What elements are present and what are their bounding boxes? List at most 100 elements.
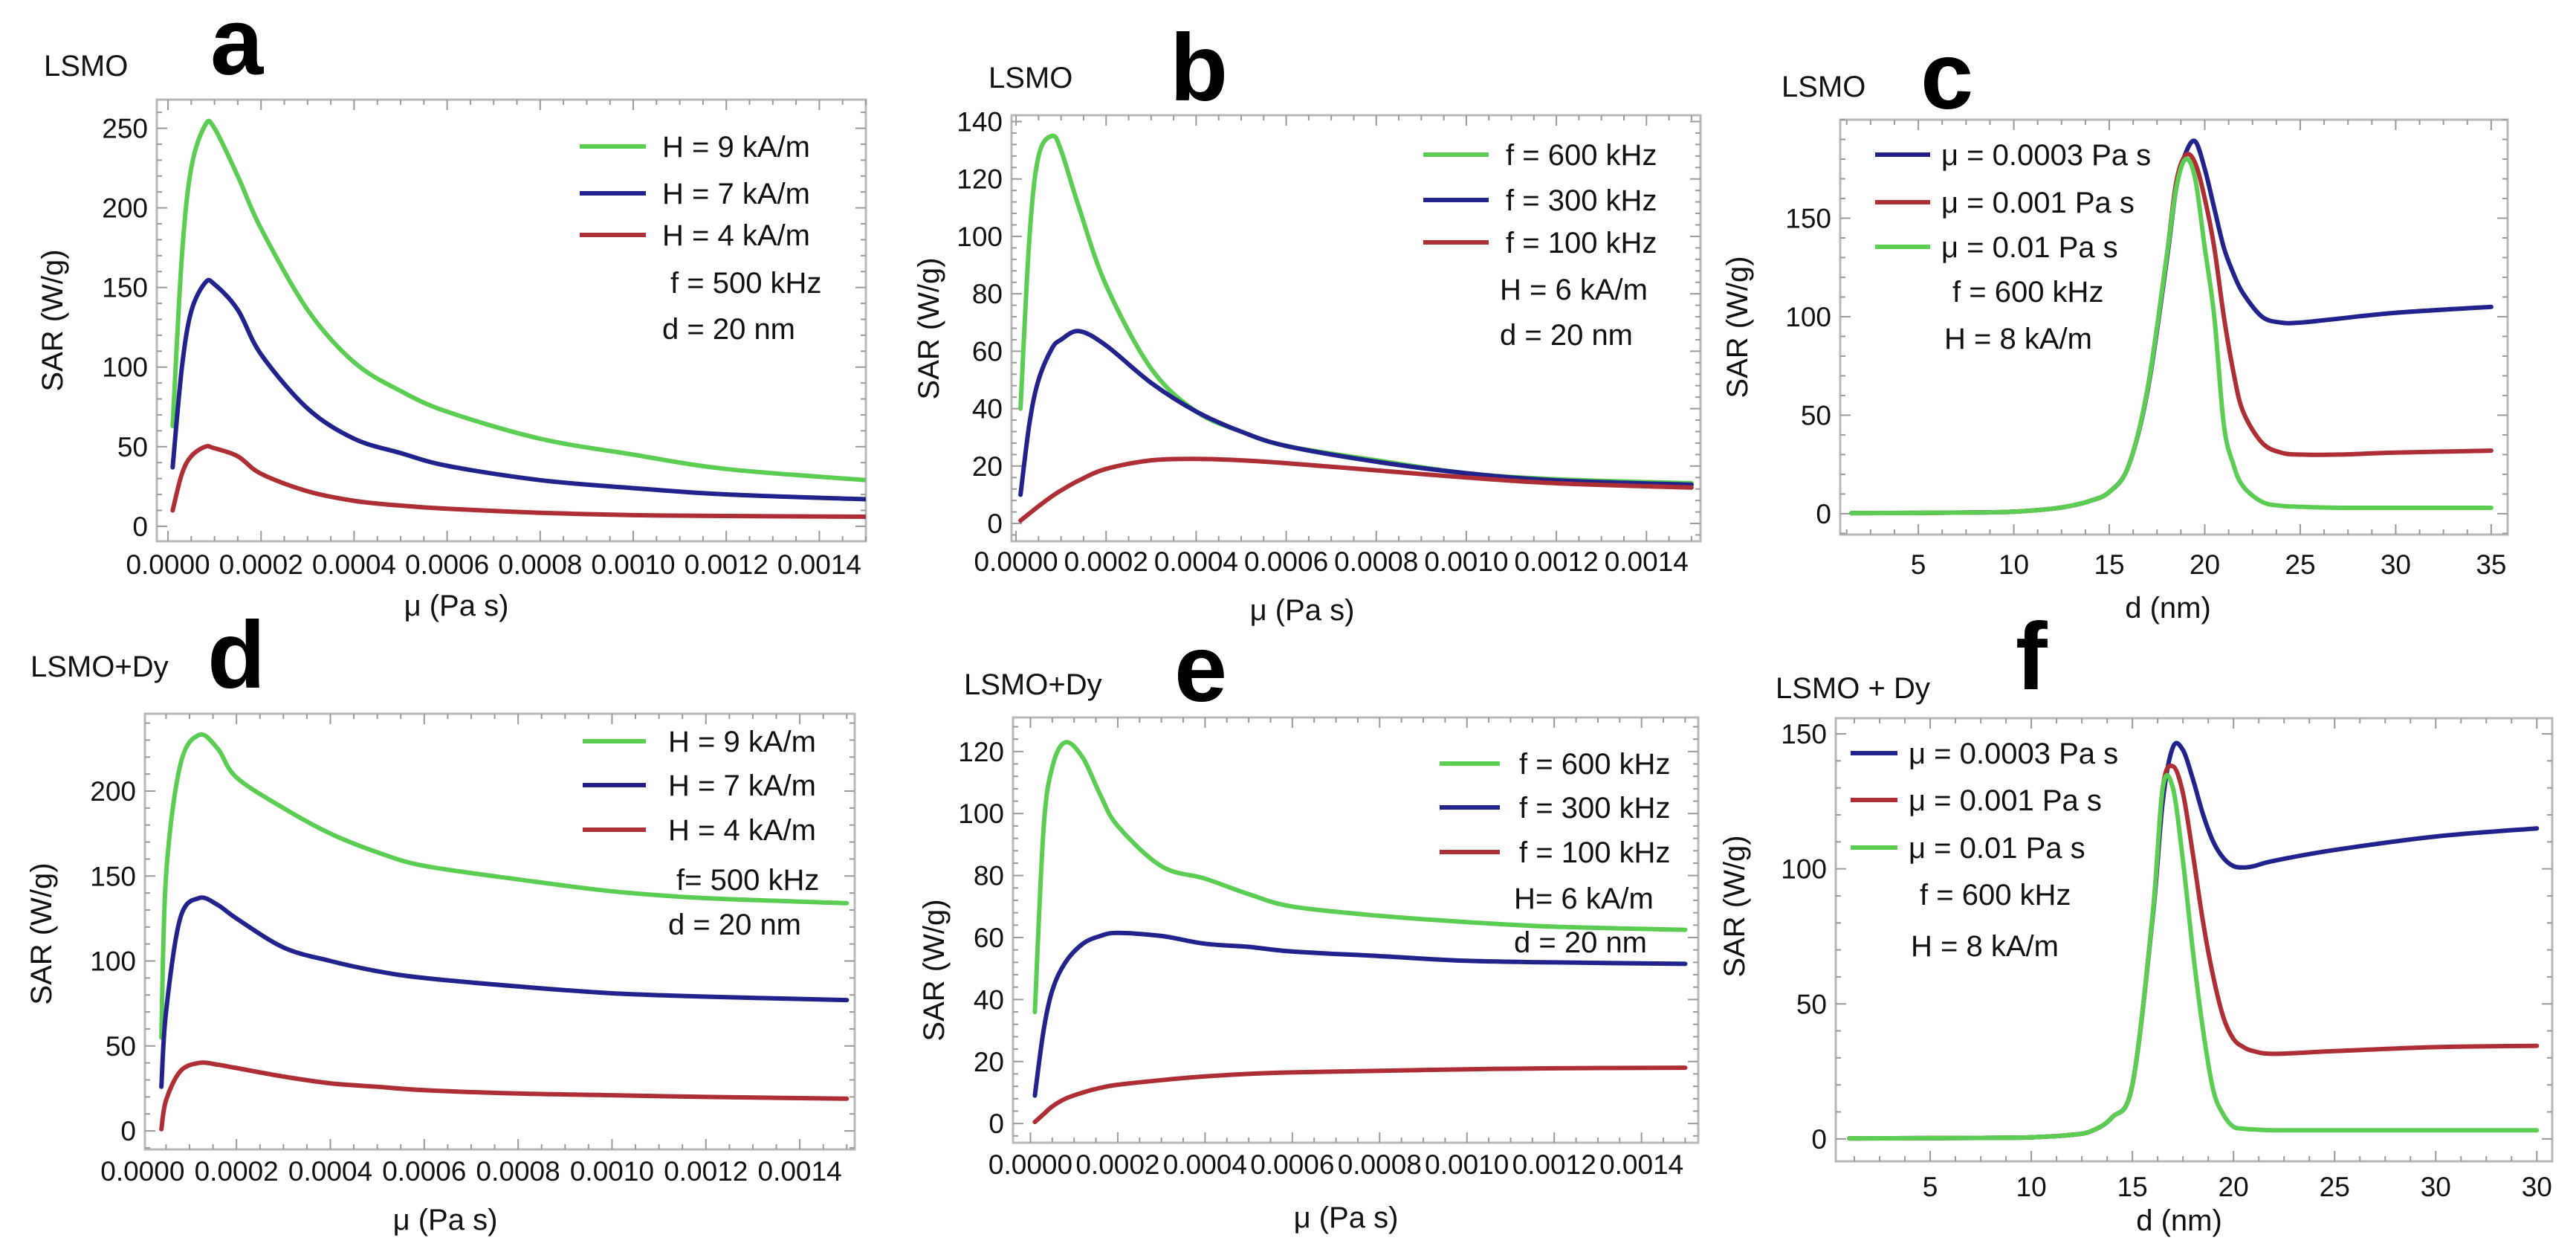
material-label: LSMO bbox=[988, 62, 1072, 94]
y-tick-label: 100 bbox=[90, 946, 136, 977]
panel-letter: b bbox=[1170, 15, 1228, 121]
x-tick-label: 0.0014 bbox=[1605, 546, 1689, 577]
x-tick-label: 0.0010 bbox=[1425, 1149, 1509, 1180]
x-tick-label: 25 bbox=[2320, 1172, 2350, 1202]
series-line-red bbox=[170, 444, 866, 519]
y-tick-label: 80 bbox=[972, 279, 1003, 309]
x-tick-label: 30 bbox=[2381, 549, 2411, 580]
x-tick-label: 0.0002 bbox=[1064, 546, 1148, 577]
x-tick-label: 0.0004 bbox=[288, 1156, 372, 1187]
x-tick-label: 0.0002 bbox=[219, 549, 303, 580]
plot-frame bbox=[1834, 717, 2554, 1163]
parameter-annotation: f= 500 kHz bbox=[676, 864, 819, 897]
x-tick-label: 0.0004 bbox=[1154, 546, 1238, 577]
x-tick-label: 30 bbox=[2522, 1172, 2552, 1202]
x-tick-label: 0.0008 bbox=[498, 549, 582, 580]
panel-letter: f bbox=[2016, 604, 2048, 710]
series-line-red bbox=[1018, 456, 1694, 523]
x-tick-label: 0.0006 bbox=[382, 1156, 466, 1187]
legend-label: f = 100 kHz bbox=[1506, 227, 1657, 259]
x-tick-label: 0.0002 bbox=[1075, 1149, 1159, 1180]
parameter-annotation: H = 6 kA/m bbox=[1500, 274, 1648, 306]
y-tick-label: 50 bbox=[106, 1031, 136, 1062]
legend-label: H = 7 kA/m bbox=[662, 178, 810, 210]
panel-letter: c bbox=[1920, 23, 1973, 129]
material-label: LSMO+Dy bbox=[30, 651, 169, 683]
y-tick-label: 50 bbox=[117, 432, 148, 462]
x-tick-label: 0.0014 bbox=[1599, 1149, 1683, 1180]
x-tick-label: 0.0000 bbox=[974, 546, 1058, 577]
panel-c: 5 10 15 20 25 30 35 0 50 100 150 d (nm) SAR (W/g) LSM… bbox=[1721, 23, 2509, 625]
y-tick-label: 140 bbox=[957, 106, 1003, 137]
y-tick-label: 40 bbox=[974, 984, 1004, 1015]
legend-label: f = 600 kHz bbox=[1506, 139, 1657, 172]
parameter-annotation: d = 20 nm bbox=[1500, 319, 1633, 352]
material-label: LSMO + Dy bbox=[1776, 672, 1930, 705]
y-tick-label: 60 bbox=[974, 923, 1004, 953]
y-tick-label: 20 bbox=[972, 451, 1003, 482]
legend: μ = 0.0003 Pa s μ = 0.001 Pa s μ = 0.01 Pa… bbox=[1875, 139, 2151, 355]
legend-label: H = 9 kA/m bbox=[662, 131, 810, 164]
plot-frame bbox=[143, 712, 856, 1151]
x-tick-label: 0.0014 bbox=[758, 1156, 842, 1187]
x-tick-label: 0.0000 bbox=[126, 549, 210, 580]
y-tick-label: 0 bbox=[132, 512, 148, 542]
panel-e: 0.0000 0.0002 0.0004 0.0006 0.0008 0.0010 0.00… bbox=[918, 616, 1700, 1234]
panel-a: 0.0000 0.0002 0.0004 0.0006 0.0008 0.0010 0.00… bbox=[36, 0, 867, 622]
plot-frame bbox=[1012, 716, 1700, 1144]
y-tick-label: 200 bbox=[90, 776, 136, 807]
x-axis-title: d (nm) bbox=[2125, 592, 2211, 625]
parameter-annotation: H = 8 kA/m bbox=[1944, 323, 2092, 355]
parameter-annotation: f = 500 kHz bbox=[670, 267, 821, 300]
x-tick-label: 30 bbox=[2421, 1172, 2451, 1202]
y-tick-label: 100 bbox=[958, 799, 1004, 829]
x-tick-label: 25 bbox=[2285, 549, 2315, 580]
y-axis-title: SAR (W/g) bbox=[36, 249, 69, 391]
x-tick-label: 0.0008 bbox=[476, 1156, 560, 1187]
panel-letter: a bbox=[210, 0, 264, 95]
y-axis-title: SAR (W/g) bbox=[1721, 256, 1754, 398]
x-tick-label: 0.0012 bbox=[664, 1156, 748, 1187]
y-axis-title: SAR (W/g) bbox=[913, 257, 945, 399]
y-tick-label: 20 bbox=[974, 1047, 1004, 1077]
x-axis-title: μ (Pa s) bbox=[1294, 1201, 1399, 1234]
panel-letter: e bbox=[1174, 616, 1227, 722]
series-line-blue bbox=[1018, 329, 1694, 497]
legend-label: μ = 0.001 Pa s bbox=[1941, 187, 2135, 219]
legend: H = 9 kA/m H = 7 kA/m H = 4 kA/m f= 500 kHz… bbox=[583, 726, 819, 941]
y-tick-label: 120 bbox=[958, 737, 1004, 767]
x-tick-label: 0.0014 bbox=[777, 549, 861, 580]
y-tick-label: 0 bbox=[988, 1109, 1004, 1139]
y-axis-title: SAR (W/g) bbox=[1718, 835, 1751, 977]
y-tick-label: 150 bbox=[90, 861, 136, 891]
series-line-green bbox=[170, 118, 866, 483]
x-tick-label: 0.0008 bbox=[1338, 1149, 1422, 1180]
series-line-green bbox=[159, 732, 850, 1040]
x-tick-label: 0.0004 bbox=[312, 549, 396, 580]
x-tick-label: 20 bbox=[2190, 549, 2220, 580]
x-axis-title: μ (Pa s) bbox=[1250, 594, 1355, 627]
x-axis-title: μ (Pa s) bbox=[393, 1204, 498, 1236]
x-tick-label: 0.0002 bbox=[195, 1156, 279, 1187]
material-label: LSMO bbox=[44, 50, 128, 83]
y-tick-label: 0 bbox=[120, 1116, 136, 1146]
y-tick-label: 60 bbox=[972, 336, 1003, 367]
y-tick-label: 50 bbox=[1801, 400, 1831, 430]
series-line-green bbox=[1847, 772, 2540, 1141]
x-tick-label: 15 bbox=[2094, 549, 2124, 580]
x-tick-label: 0.0010 bbox=[1424, 546, 1508, 577]
legend-label: μ = 0.01 Pa s bbox=[1941, 231, 2118, 264]
x-tick-label: 0.0010 bbox=[591, 549, 675, 580]
y-tick-label: 200 bbox=[102, 193, 148, 224]
x-tick-label: 5 bbox=[1923, 1172, 1938, 1202]
series-line-blue bbox=[159, 895, 850, 1089]
series-line-blue bbox=[1032, 930, 1688, 1098]
y-tick-label: 50 bbox=[1796, 989, 1827, 1019]
y-tick-label: 150 bbox=[1781, 719, 1827, 749]
x-axis-title: μ (Pa s) bbox=[404, 590, 509, 622]
series-line-green bbox=[1849, 156, 2494, 516]
parameter-annotation: f = 600 kHz bbox=[1952, 276, 2103, 309]
panel-b: 0.0000 0.0002 0.0004 0.0006 0.0008 0.0010 0.00… bbox=[913, 15, 1702, 627]
x-tick-label: 0.0006 bbox=[1250, 1149, 1334, 1180]
